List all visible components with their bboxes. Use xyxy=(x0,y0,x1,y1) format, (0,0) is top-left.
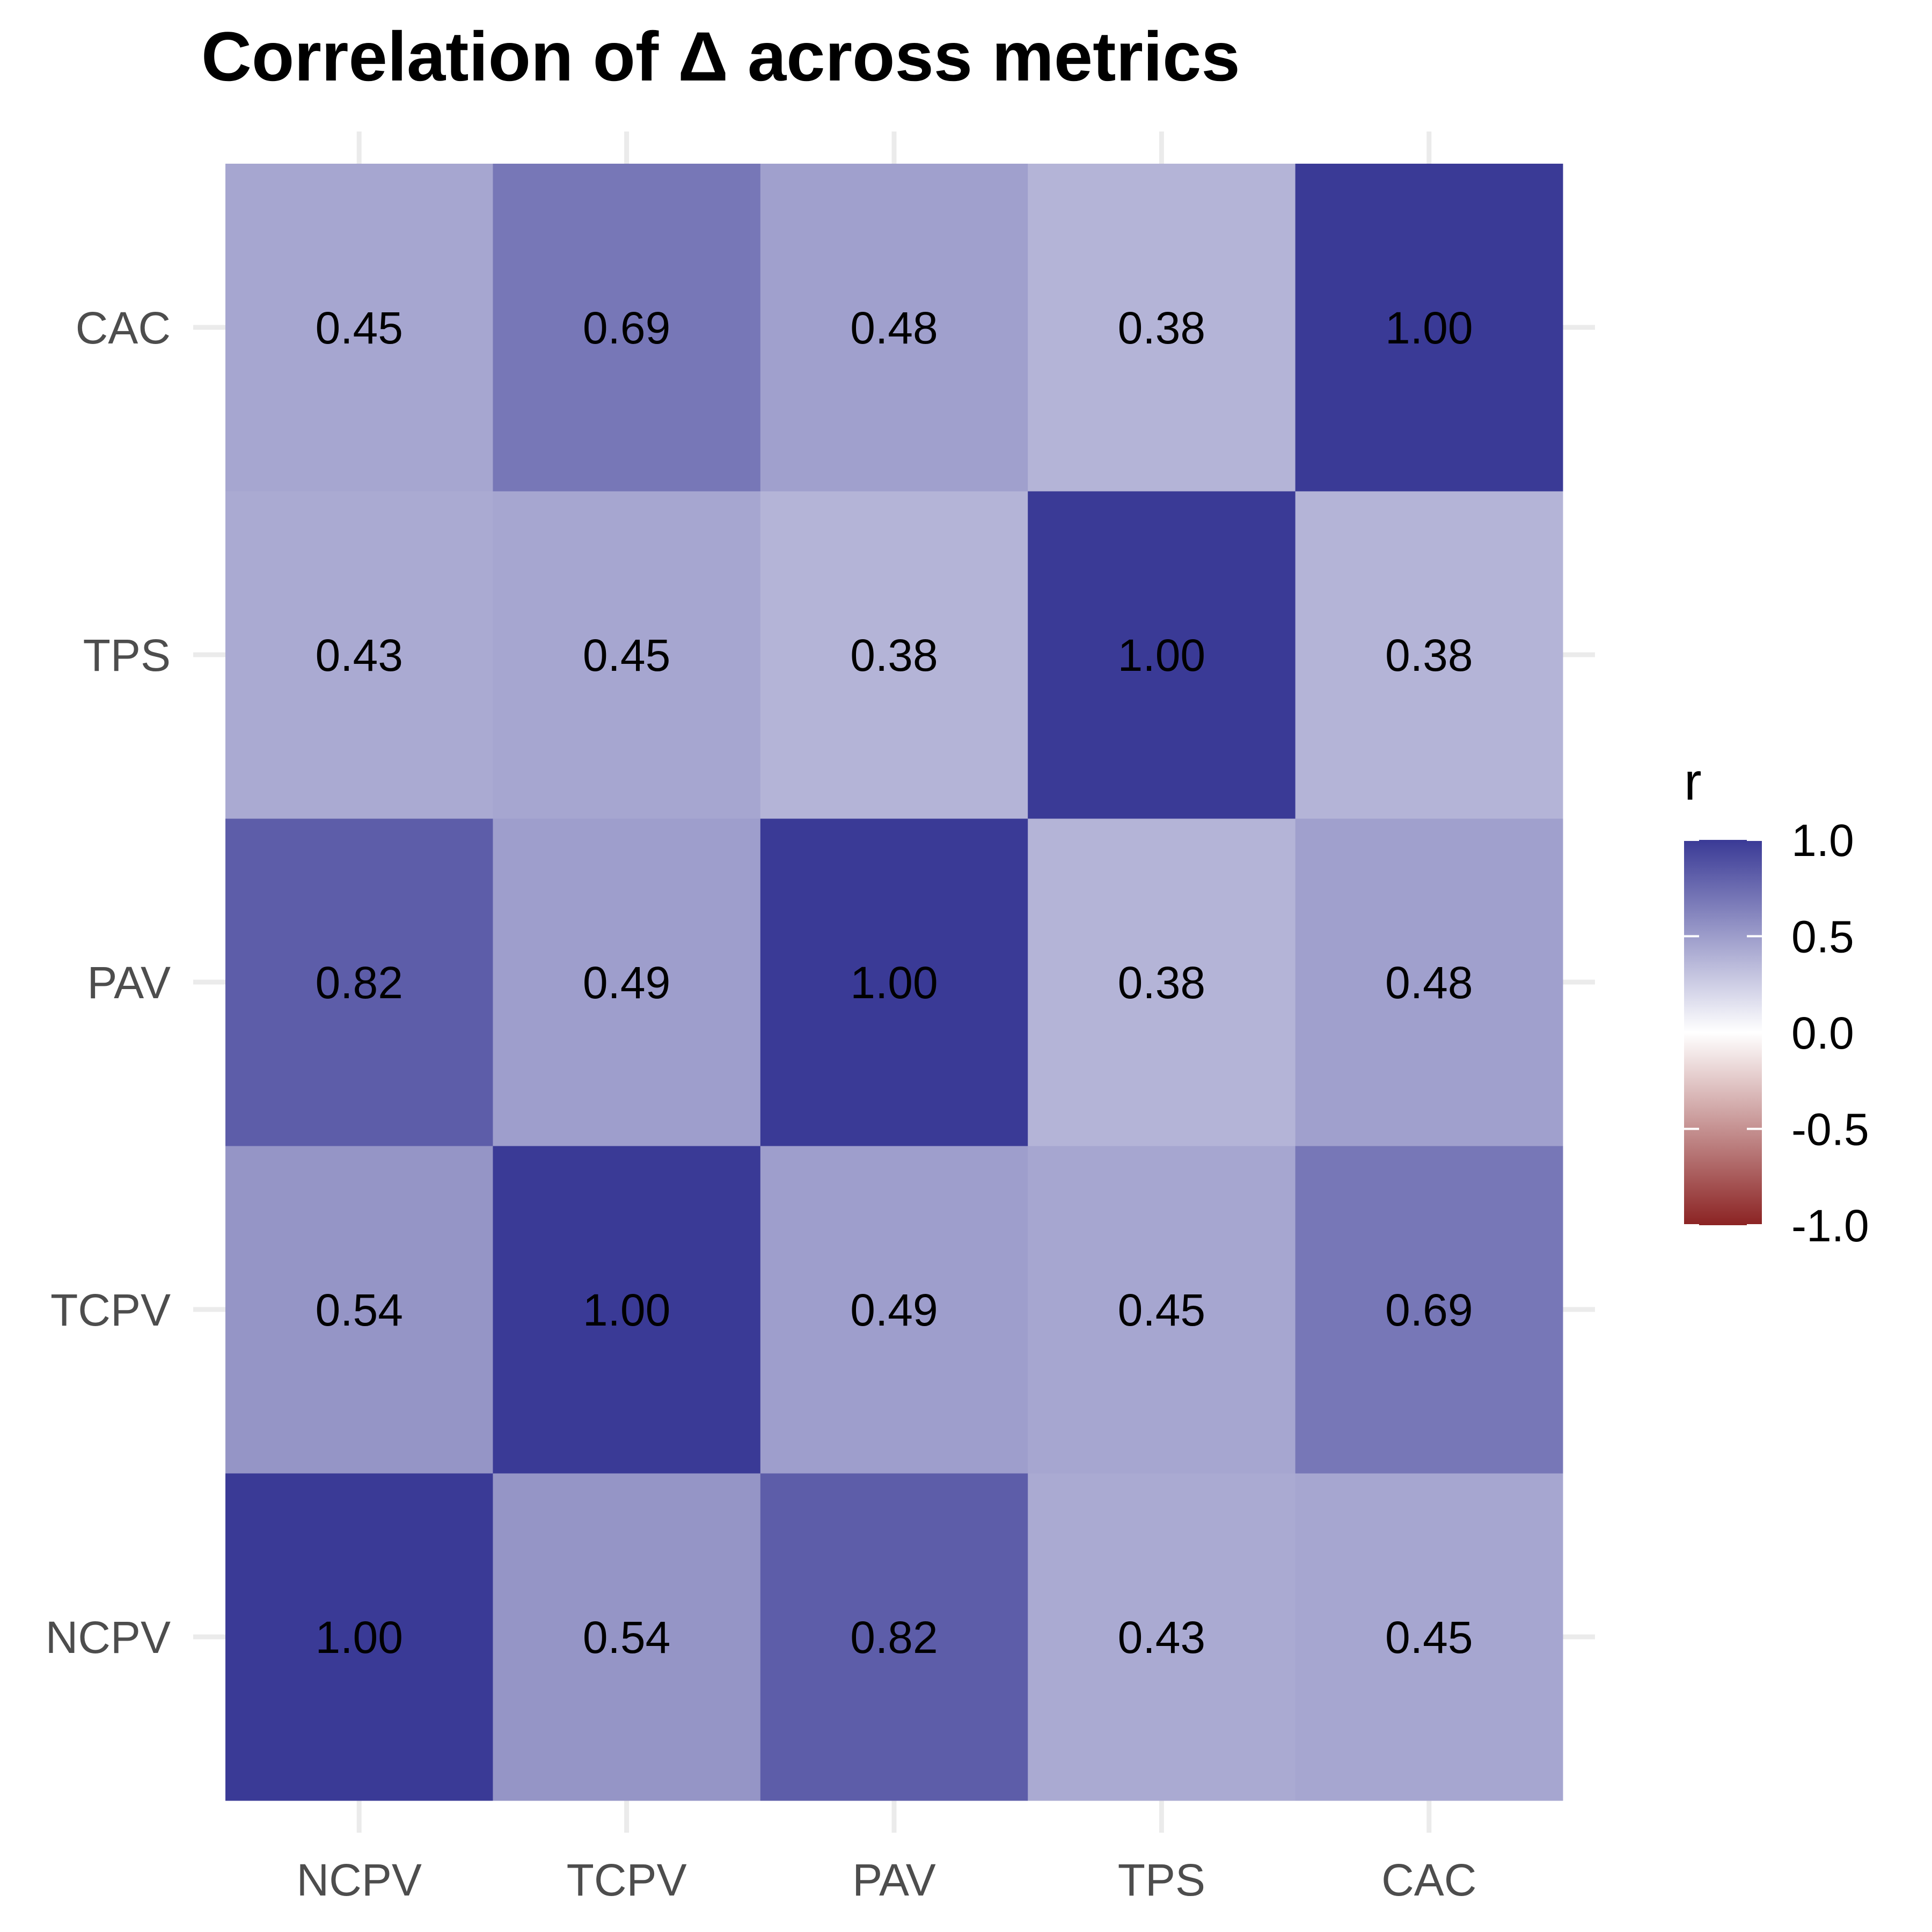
cell-value-label: 1.00 xyxy=(850,957,938,1008)
cell-value-label: 0.45 xyxy=(583,630,671,680)
cell-value-label: 0.38 xyxy=(1385,630,1473,680)
y-tick-label: CAC xyxy=(76,303,171,353)
cell-value-label: 0.69 xyxy=(1385,1285,1473,1335)
legend-labels: 1.0 0.5 0.0 -0.5 -1.0 xyxy=(1791,815,1869,1251)
heatmap-cell-ncpv-pav xyxy=(225,818,493,1146)
cell-value-label: 0.48 xyxy=(1385,957,1473,1008)
cell-value-label: 0.45 xyxy=(1118,1285,1206,1335)
cell-value-label: 0.43 xyxy=(1118,1612,1206,1663)
heatmap-cell-ncpv-ncpv xyxy=(225,1473,493,1801)
cell-value-label: 0.82 xyxy=(850,1612,938,1663)
x-tick-label: CAC xyxy=(1381,1855,1476,1905)
cell-value-label: 0.82 xyxy=(315,957,403,1008)
heatmap-cell-tps-pav xyxy=(1028,818,1296,1146)
heatmap-cell-pav-ncpv xyxy=(760,1473,1028,1801)
heatmap-cell-tcpv-tcpv xyxy=(493,1146,761,1474)
cell-value-label: 1.00 xyxy=(315,1612,403,1663)
cell-value-label: 0.69 xyxy=(583,303,671,353)
heatmap-cell-tcpv-tps xyxy=(493,491,761,819)
x-tick-label: TPS xyxy=(1118,1855,1205,1905)
heatmap-cell-ncpv-cac xyxy=(225,164,493,492)
cell-value-label: 0.54 xyxy=(583,1612,671,1663)
heatmap-cell-tps-tps xyxy=(1028,491,1296,819)
heatmap-cell-pav-tps xyxy=(760,491,1028,819)
heatmap-cell-cac-ncpv xyxy=(1295,1473,1563,1801)
cell-value-label: 1.00 xyxy=(1118,630,1206,680)
heatmap-cell-pav-tcpv xyxy=(760,1146,1028,1474)
heatmap-cell-ncpv-tcpv xyxy=(225,1146,493,1474)
heatmap-cell-cac-cac xyxy=(1295,164,1563,492)
heatmap-cell-tps-cac xyxy=(1028,164,1296,492)
y-axis-tick-labels: NCPV TCPV PAV TPS CAC xyxy=(46,303,171,1663)
heatmap-cell-tcpv-cac xyxy=(493,164,761,492)
chart-title: Correlation of Δ across metrics xyxy=(201,17,1240,96)
color-legend: r 1.0 0.5 0.0 -0.5 -1.0 xyxy=(1684,752,1869,1251)
cell-value-label: 0.38 xyxy=(1118,303,1206,353)
heatmap-cell-pav-cac xyxy=(760,164,1028,492)
heatmap-cell-cac-pav xyxy=(1295,818,1563,1146)
cell-value-label: 0.49 xyxy=(850,1285,938,1335)
y-tick-label: PAV xyxy=(87,957,171,1008)
cell-value-label: 0.45 xyxy=(315,303,403,353)
y-tick-label: TPS xyxy=(83,630,171,680)
legend-break-label: 1.0 xyxy=(1791,815,1854,866)
x-axis-tick-labels: NCPV TCPV PAV TPS CAC xyxy=(297,1855,1477,1905)
cell-value-label: 1.00 xyxy=(583,1285,671,1335)
legend-break-label: -0.5 xyxy=(1791,1104,1869,1155)
legend-title: r xyxy=(1684,752,1702,811)
x-tick-label: NCPV xyxy=(297,1855,422,1905)
heatmap-cell-tps-tcpv xyxy=(1028,1146,1296,1474)
cell-value-label: 1.00 xyxy=(1385,303,1473,353)
cell-value-labels: 1.00 0.54 0.82 0.43 0.45 0.54 1.00 0.49 0.45 0.69… xyxy=(315,303,1473,1663)
heatmap-cell-pav-pav xyxy=(760,818,1028,1146)
legend-break-label: -1.0 xyxy=(1791,1201,1869,1251)
legend-break-label: 0.5 xyxy=(1791,912,1854,962)
cell-value-label: 0.45 xyxy=(1385,1612,1473,1663)
legend-ticks xyxy=(1684,839,1762,1226)
heatmap-cell-cac-tps xyxy=(1295,491,1563,819)
y-tick-label: TCPV xyxy=(50,1285,171,1335)
cell-value-label: 0.43 xyxy=(315,630,403,680)
heatmap-cell-cac-tcpv xyxy=(1295,1146,1563,1474)
x-tick-label: TCPV xyxy=(567,1855,687,1905)
x-tick-label: PAV xyxy=(852,1855,936,1905)
cell-value-label: 0.38 xyxy=(850,630,938,680)
legend-break-label: 0.0 xyxy=(1791,1008,1854,1058)
heatmap-cell-tcpv-pav xyxy=(493,818,761,1146)
heatmap-cell-tps-ncpv xyxy=(1028,1473,1296,1801)
cell-value-label: 0.49 xyxy=(583,957,671,1008)
cell-value-label: 0.38 xyxy=(1118,957,1206,1008)
cell-value-label: 0.54 xyxy=(315,1285,403,1335)
heatmap-cell-ncpv-tps xyxy=(225,491,493,819)
heatmap-cells xyxy=(225,164,1563,1801)
y-tick-label: NCPV xyxy=(46,1612,171,1663)
cell-value-label: 0.48 xyxy=(850,303,938,353)
heatmap-cell-tcpv-ncpv xyxy=(493,1473,761,1801)
